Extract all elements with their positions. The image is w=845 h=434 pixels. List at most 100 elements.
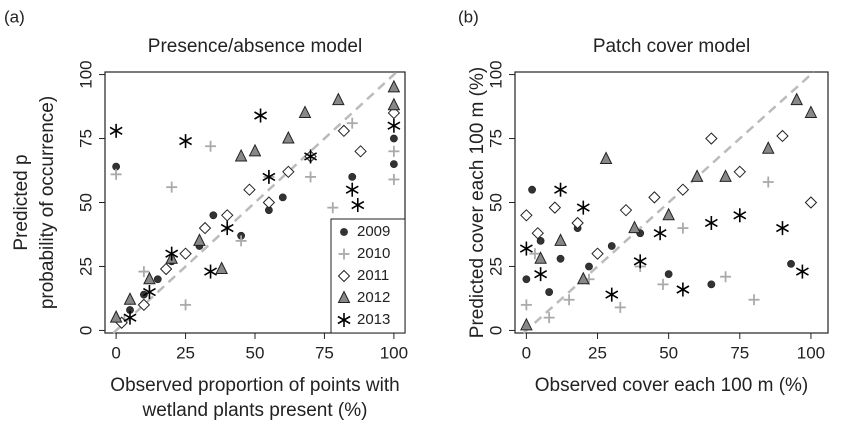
point <box>220 221 234 236</box>
point <box>720 271 732 283</box>
legend-label: 2011 <box>357 267 389 284</box>
point <box>628 220 641 234</box>
marker-shape <box>676 183 690 196</box>
point <box>389 134 398 143</box>
marker-shape <box>534 251 547 264</box>
point <box>262 169 276 184</box>
point <box>761 141 775 154</box>
marker-shape <box>337 315 351 325</box>
point <box>776 221 789 236</box>
chart-title: Patch cover model <box>593 36 750 57</box>
marker-shape <box>278 193 287 202</box>
marker-shape <box>690 169 704 182</box>
y-tick-label: 100 <box>76 60 95 88</box>
point <box>262 196 276 209</box>
point <box>389 160 398 169</box>
point <box>653 226 667 241</box>
point <box>243 183 256 196</box>
point <box>153 275 162 284</box>
point <box>143 271 156 285</box>
marker-shape <box>733 165 746 179</box>
marker-shape <box>554 185 567 194</box>
marker-shape <box>337 269 351 283</box>
point <box>387 97 401 111</box>
point <box>664 270 673 279</box>
point <box>520 317 533 331</box>
marker-shape <box>536 236 545 245</box>
x-tick-label: 0 <box>111 343 120 362</box>
point <box>346 117 358 129</box>
point <box>571 216 584 230</box>
marker-shape <box>804 196 818 209</box>
identity-line <box>522 71 815 334</box>
marker-shape <box>143 271 156 285</box>
marker-shape <box>648 191 661 204</box>
point <box>337 124 351 138</box>
x-tick-label: 75 <box>730 343 749 362</box>
point <box>545 288 554 296</box>
marker-shape <box>109 126 123 136</box>
marker-shape <box>662 207 675 221</box>
point <box>205 140 217 152</box>
marker-shape <box>520 209 533 222</box>
point <box>159 262 173 276</box>
marker-shape <box>664 270 673 279</box>
marker-shape <box>704 218 718 228</box>
point <box>348 173 357 181</box>
marker-shape <box>522 275 531 284</box>
point <box>585 262 593 271</box>
point <box>109 310 123 323</box>
marker-shape <box>179 136 193 146</box>
point <box>520 299 532 311</box>
marker-shape <box>653 229 667 238</box>
marker-shape <box>576 271 590 285</box>
legend-marker <box>337 290 351 303</box>
marker-shape <box>599 151 613 164</box>
marker-shape <box>585 262 593 271</box>
point <box>733 165 746 179</box>
marker-shape <box>787 260 795 268</box>
point <box>790 92 804 106</box>
marker-shape <box>719 169 732 182</box>
point <box>529 248 541 260</box>
marker-shape <box>123 292 137 305</box>
point <box>677 222 689 234</box>
point <box>235 235 247 247</box>
point <box>556 254 565 263</box>
marker-shape <box>387 121 401 130</box>
point <box>298 105 312 118</box>
point <box>554 233 567 246</box>
point <box>534 267 548 282</box>
point <box>528 185 536 194</box>
marker-shape <box>571 216 584 230</box>
point <box>387 118 401 133</box>
y-axis-label: Predicted p <box>11 154 32 250</box>
marker-shape <box>556 254 565 263</box>
marker-shape <box>209 211 218 220</box>
point <box>719 169 732 182</box>
y-tick-label: 25 <box>76 257 95 276</box>
marker-shape <box>707 280 716 289</box>
identity-line <box>112 71 398 334</box>
legend-marker <box>338 248 350 260</box>
marker-shape <box>123 313 137 322</box>
point <box>282 130 295 144</box>
x-tick-label: 50 <box>246 343 265 362</box>
point <box>690 169 704 182</box>
marker-shape <box>220 223 234 233</box>
marker-shape <box>633 257 647 266</box>
x-axis-label: wetland plants present (%) <box>142 400 368 421</box>
x-axis-label: Observed proportion of points with <box>110 375 399 396</box>
y-tick-label: 100 <box>486 60 505 88</box>
point <box>776 129 789 143</box>
marker-shape <box>804 105 818 118</box>
x-axis-label: Observed cover each 100 m (%) <box>535 375 809 396</box>
y-tick-label: 25 <box>486 257 505 276</box>
marker-shape <box>531 226 544 240</box>
point <box>648 191 661 204</box>
y-axis-label: Predicted cover each 100 m (%) <box>467 67 488 338</box>
point <box>576 271 590 285</box>
marker-shape <box>204 267 218 276</box>
point <box>179 134 193 149</box>
